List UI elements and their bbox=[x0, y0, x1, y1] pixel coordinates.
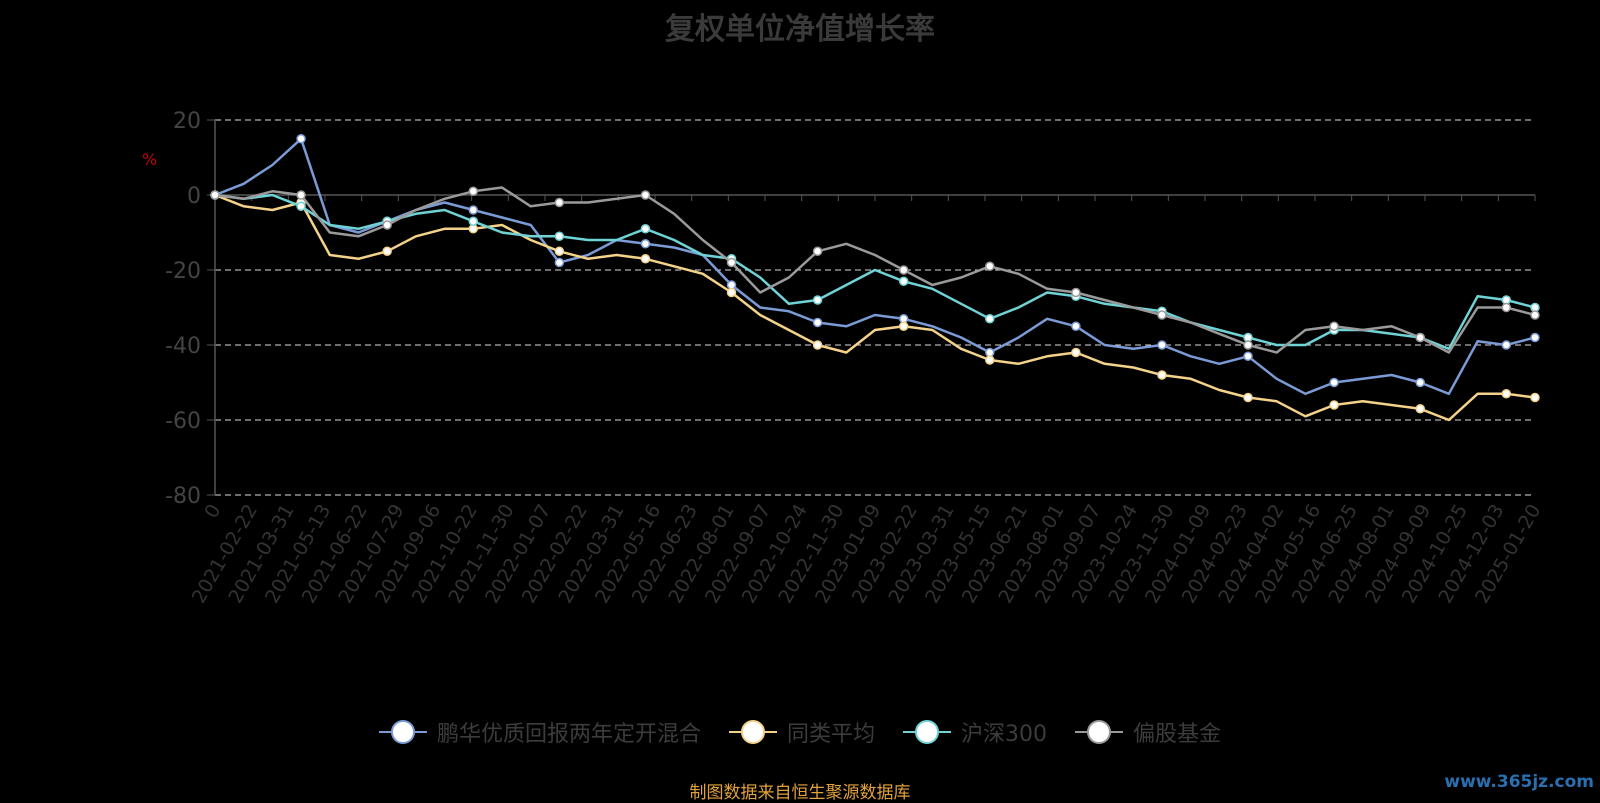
data-point bbox=[554, 197, 565, 208]
data-point bbox=[1157, 340, 1167, 350]
legend-item-peer-average[interactable]: 同类平均 bbox=[728, 716, 875, 748]
data-point bbox=[1243, 340, 1253, 350]
data-point bbox=[1329, 377, 1339, 388]
data-point bbox=[554, 257, 565, 268]
data-point bbox=[1157, 310, 1167, 320]
data-point bbox=[296, 134, 306, 144]
data-point bbox=[468, 216, 479, 226]
y-tick-label: -20 bbox=[165, 259, 201, 284]
data-point bbox=[1415, 404, 1425, 414]
data-point bbox=[985, 261, 995, 271]
y-tick-label: -60 bbox=[165, 409, 201, 434]
series-line-1 bbox=[214, 193, 1536, 422]
data-point bbox=[1415, 332, 1425, 343]
y-tick-label: -80 bbox=[165, 484, 201, 509]
y-tick-label: -40 bbox=[165, 334, 201, 359]
data-point bbox=[554, 246, 565, 256]
legend-label: 同类平均 bbox=[786, 722, 875, 747]
data-point bbox=[812, 317, 823, 328]
data-point bbox=[985, 314, 995, 324]
legend-marker-icon bbox=[728, 720, 777, 744]
y-tick-label: 0 bbox=[187, 184, 201, 209]
data-point bbox=[382, 220, 392, 230]
data-point bbox=[1530, 392, 1540, 403]
legend-marker-icon bbox=[378, 720, 427, 744]
data-point bbox=[640, 254, 651, 264]
legend-marker-icon bbox=[1075, 720, 1123, 744]
data-point bbox=[554, 231, 565, 241]
data-point bbox=[1501, 389, 1512, 399]
source-note: 制图数据来自恒生聚源数据库 bbox=[689, 783, 911, 803]
data-point bbox=[1071, 287, 1081, 298]
data-point bbox=[1243, 351, 1253, 361]
data-point bbox=[1530, 310, 1540, 320]
legend-item-equity-fund[interactable]: 偏股基金 bbox=[1075, 716, 1221, 748]
data-point bbox=[1501, 302, 1512, 313]
data-point bbox=[1243, 392, 1253, 403]
data-point bbox=[898, 265, 909, 275]
data-point bbox=[812, 246, 823, 256]
data-point bbox=[296, 190, 306, 200]
series-line-3 bbox=[214, 186, 1536, 354]
data-point bbox=[1157, 370, 1167, 380]
data-point bbox=[898, 321, 909, 331]
data-point bbox=[1071, 321, 1081, 331]
data-point bbox=[1071, 347, 1081, 358]
legend-label: 鹏华优质回报两年定开混合 bbox=[436, 722, 701, 747]
data-point bbox=[726, 287, 737, 298]
data-point bbox=[640, 224, 651, 234]
data-point bbox=[1329, 321, 1339, 331]
data-point bbox=[1329, 400, 1339, 410]
y-axis-label: % bbox=[142, 150, 158, 169]
chart-legend: 鹏华优质回报两年定开混合 同类平均 沪深300 偏股基金 bbox=[0, 716, 1600, 748]
data-point bbox=[210, 190, 220, 200]
data-point bbox=[985, 355, 995, 365]
y-tick-label: 20 bbox=[173, 109, 201, 134]
data-point bbox=[1530, 332, 1540, 343]
data-point bbox=[898, 276, 909, 286]
data-point bbox=[382, 246, 392, 256]
legend-item-fund[interactable]: 鹏华优质回报两年定开混合 bbox=[378, 716, 701, 748]
watermark: www.365jz.com bbox=[1444, 772, 1594, 792]
data-point bbox=[1415, 377, 1425, 388]
data-point bbox=[640, 239, 651, 249]
legend-item-csi300[interactable]: 沪深300 bbox=[903, 716, 1047, 748]
chart-title: 复权单位净值增长率 bbox=[665, 12, 935, 47]
data-point bbox=[1501, 340, 1512, 350]
legend-label: 偏股基金 bbox=[1133, 722, 1222, 747]
data-point bbox=[468, 186, 479, 196]
data-point bbox=[812, 295, 823, 305]
data-point bbox=[640, 190, 651, 200]
data-point bbox=[296, 201, 306, 211]
data-point bbox=[468, 205, 479, 215]
legend-marker-icon bbox=[903, 720, 951, 744]
data-point bbox=[812, 340, 823, 350]
legend-label: 沪深300 bbox=[961, 722, 1047, 747]
data-point bbox=[726, 257, 737, 268]
series-line-0 bbox=[214, 137, 1536, 396]
x-tick-label: 0 bbox=[200, 501, 225, 522]
series-line-2 bbox=[214, 193, 1536, 351]
